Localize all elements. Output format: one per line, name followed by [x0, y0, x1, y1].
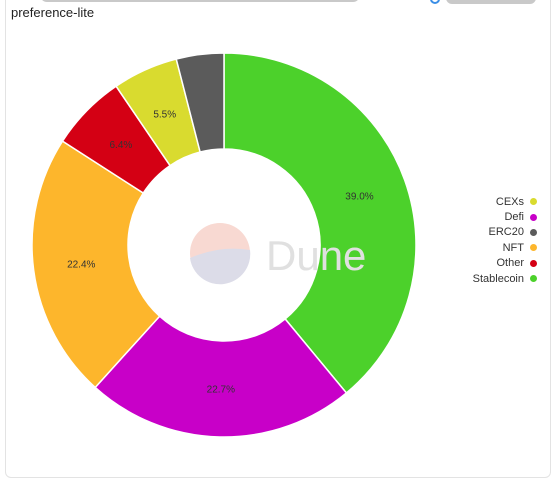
slice-label-nft: 22.4% [67, 259, 95, 270]
slice-stablecoin[interactable] [223, 52, 417, 394]
legend-label: Defi [504, 211, 524, 224]
slices-group [31, 52, 417, 438]
slice-defi[interactable] [94, 315, 348, 438]
legend-item-other[interactable]: Other [496, 256, 537, 271]
legend-item-stablecoin[interactable]: Stablecoin [473, 271, 537, 286]
slice-erc20[interactable] [175, 52, 225, 153]
legend: CEXs Defi ERC20 NFT Other Stablecoin [473, 194, 537, 286]
cropped-header-link[interactable] [446, 0, 536, 4]
legend-dot-icon [530, 275, 537, 283]
legend-label: ERC20 [488, 226, 524, 239]
slice-label-defi: 22.7% [207, 384, 235, 395]
dune-watermark-text: Dune [266, 232, 366, 279]
slice-label-stablecoin: 39.0% [345, 192, 373, 203]
slice-label-other: 6.4% [110, 140, 133, 151]
cropped-title-bar [40, 0, 360, 2]
dune-watermark: Dune [190, 223, 366, 285]
legend-dot-icon [530, 259, 537, 267]
slice-label-cexs: 5.5% [153, 109, 176, 120]
slice-nft[interactable] [31, 140, 161, 389]
legend-item-erc20[interactable]: ERC20 [489, 225, 537, 240]
dune-link-icon[interactable] [430, 0, 440, 4]
legend-dot-icon [530, 228, 537, 236]
legend-item-nft[interactable]: NFT [503, 240, 537, 255]
chart-subtitle: preference-lite [11, 5, 95, 20]
legend-label: CEXs [495, 195, 524, 208]
legend-dot-icon [530, 244, 537, 252]
legend-dot-icon [530, 213, 537, 221]
slice-labels-group: 39.0% 22.7% 22.4% 6.4% 5.5% [67, 109, 374, 395]
legend-item-cexs[interactable]: CEXs [496, 194, 537, 209]
legend-label: Other [496, 257, 524, 270]
legend-label: NFT [502, 241, 524, 254]
dune-logo-lower-icon [190, 248, 251, 285]
legend-item-defi[interactable]: Defi [504, 209, 537, 224]
legend-dot-icon [530, 198, 537, 206]
legend-label: Stablecoin [472, 272, 524, 285]
